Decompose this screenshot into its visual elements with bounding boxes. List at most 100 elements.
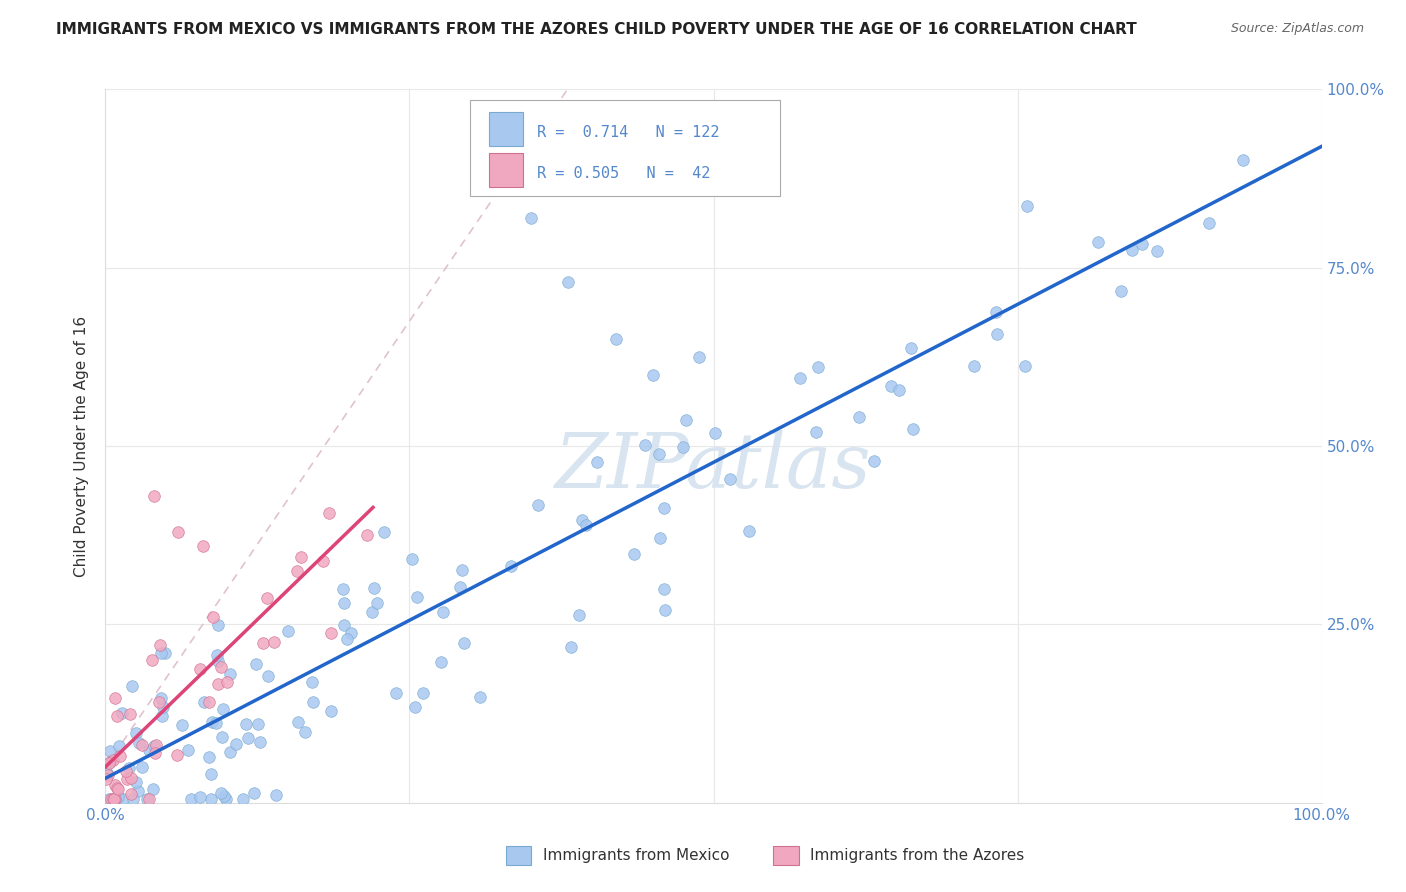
Point bbox=[984, 304, 1007, 318]
Point bbox=[672, 440, 695, 454]
Point bbox=[294, 724, 316, 739]
Point bbox=[127, 783, 149, 797]
Point bbox=[789, 370, 811, 384]
Point bbox=[108, 739, 131, 754]
Point bbox=[225, 737, 247, 751]
Point bbox=[1111, 284, 1133, 298]
Point bbox=[218, 666, 240, 681]
Point bbox=[209, 786, 232, 800]
Point bbox=[166, 747, 188, 762]
Point bbox=[654, 602, 676, 616]
Point bbox=[520, 211, 543, 225]
Point bbox=[373, 524, 395, 539]
Point bbox=[122, 792, 145, 806]
Point bbox=[115, 772, 138, 787]
Text: R = 0.505   N =  42: R = 0.505 N = 42 bbox=[537, 166, 710, 180]
Point bbox=[105, 780, 128, 795]
Point bbox=[219, 745, 242, 759]
Point bbox=[242, 785, 264, 799]
Point bbox=[848, 410, 870, 425]
Point bbox=[332, 582, 354, 597]
Point bbox=[100, 792, 122, 806]
Bar bbox=[488, 112, 523, 146]
Point bbox=[111, 706, 134, 720]
Point bbox=[152, 700, 174, 714]
Point bbox=[586, 455, 609, 469]
Point bbox=[143, 489, 166, 503]
Point bbox=[430, 655, 453, 669]
Point bbox=[963, 359, 986, 373]
Point bbox=[205, 648, 228, 662]
Point bbox=[648, 531, 671, 545]
Point bbox=[212, 701, 235, 715]
Point bbox=[143, 739, 166, 753]
Point bbox=[319, 705, 342, 719]
Point bbox=[277, 624, 299, 638]
Point bbox=[235, 717, 257, 731]
Point bbox=[207, 654, 229, 668]
Point bbox=[575, 517, 598, 532]
Point bbox=[103, 791, 125, 805]
Point bbox=[634, 438, 657, 452]
Point bbox=[142, 782, 165, 797]
Point bbox=[1232, 153, 1254, 168]
Point bbox=[879, 378, 901, 392]
Point bbox=[98, 755, 121, 769]
Point bbox=[120, 787, 142, 801]
Point bbox=[333, 617, 356, 632]
Point bbox=[207, 618, 229, 632]
Point bbox=[361, 605, 384, 619]
Point bbox=[131, 738, 153, 752]
Point bbox=[104, 778, 127, 792]
Point bbox=[177, 743, 200, 757]
Point bbox=[101, 753, 124, 767]
Point bbox=[900, 341, 922, 355]
Point bbox=[333, 596, 356, 610]
Point bbox=[215, 792, 238, 806]
Point bbox=[526, 498, 548, 512]
Point bbox=[193, 695, 215, 709]
Point bbox=[217, 675, 239, 690]
Point bbox=[312, 554, 335, 568]
Point bbox=[363, 581, 385, 595]
Point bbox=[652, 500, 675, 515]
Point bbox=[149, 690, 172, 705]
Point bbox=[1014, 359, 1036, 373]
Point bbox=[150, 708, 173, 723]
Point bbox=[1146, 244, 1168, 258]
Point bbox=[1130, 237, 1153, 252]
Point bbox=[121, 679, 143, 693]
Point bbox=[98, 756, 121, 770]
Point bbox=[232, 792, 254, 806]
Point bbox=[557, 275, 579, 289]
Point bbox=[198, 750, 221, 764]
Point bbox=[571, 512, 593, 526]
Point bbox=[98, 792, 121, 806]
Point bbox=[318, 507, 340, 521]
Point bbox=[167, 524, 190, 539]
Point bbox=[108, 749, 131, 764]
Bar bbox=[488, 153, 523, 187]
Point bbox=[366, 597, 388, 611]
Point bbox=[560, 640, 582, 654]
Point bbox=[449, 580, 471, 594]
Point bbox=[209, 659, 232, 673]
Point bbox=[648, 447, 671, 461]
Point bbox=[200, 766, 222, 780]
Point bbox=[249, 735, 271, 749]
Point bbox=[205, 716, 228, 731]
Point bbox=[188, 789, 211, 804]
Point bbox=[290, 550, 312, 565]
Point bbox=[986, 326, 1008, 341]
Point bbox=[135, 792, 157, 806]
Point bbox=[138, 742, 160, 756]
Point bbox=[806, 360, 828, 375]
Text: Source: ZipAtlas.com: Source: ZipAtlas.com bbox=[1230, 22, 1364, 36]
Point bbox=[862, 454, 884, 468]
Text: ZIPatlas: ZIPatlas bbox=[555, 431, 872, 504]
FancyBboxPatch shape bbox=[470, 100, 780, 196]
Point bbox=[104, 690, 127, 705]
Point bbox=[236, 731, 259, 745]
Point bbox=[385, 685, 408, 699]
Point bbox=[107, 789, 129, 804]
